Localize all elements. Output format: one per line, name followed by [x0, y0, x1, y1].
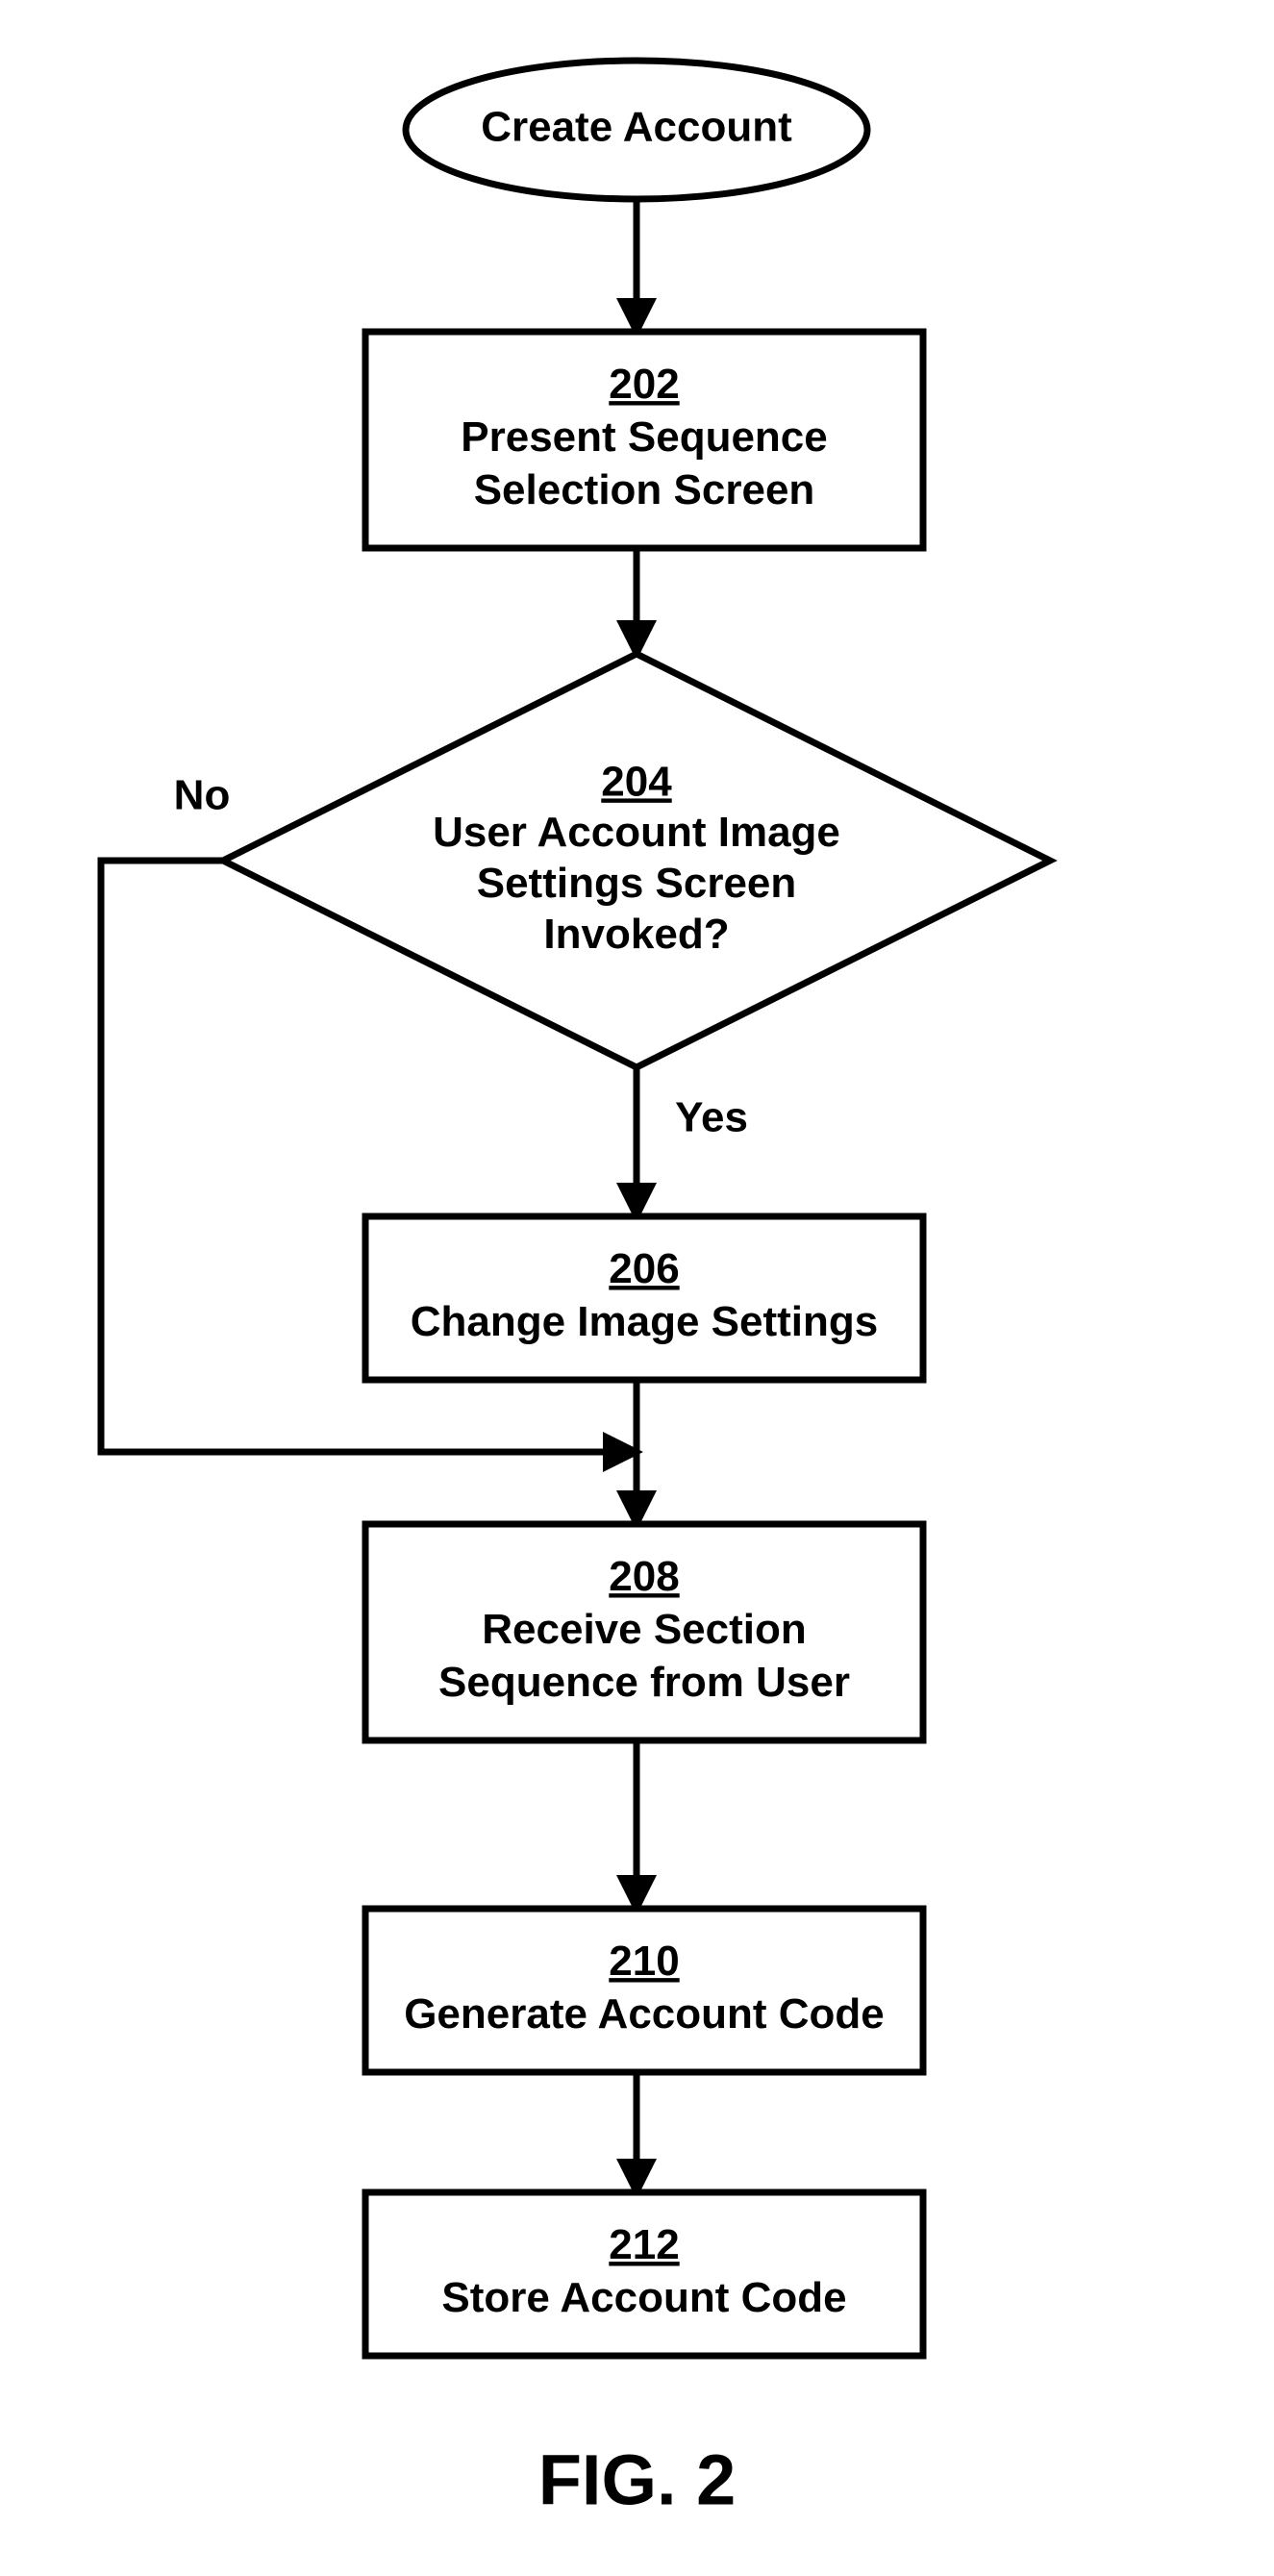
- node-id: 204: [601, 758, 672, 805]
- node-id: 202: [609, 361, 679, 408]
- decision-n204: 204User Account ImageSettings ScreenInvo…: [223, 654, 1050, 1067]
- node-label: Selection Screen: [474, 466, 815, 513]
- node-label: Change Image Settings: [411, 1298, 879, 1345]
- terminator-start: Create Account: [406, 61, 867, 199]
- node-label: Invoked?: [543, 911, 729, 958]
- edge-label: Yes: [675, 1094, 748, 1141]
- node-label: Generate Account Code: [404, 1990, 885, 2038]
- edge-label: No: [174, 772, 231, 819]
- process-n202: 202 Present Sequence Selection Screen: [365, 332, 923, 548]
- process-n212: 212 Store Account Code: [365, 2192, 923, 2356]
- node-label: Create Account: [481, 104, 792, 151]
- figure-title: FIG. 2: [538, 2440, 737, 2520]
- node-label: Sequence from User: [438, 1659, 850, 1706]
- node-id: 206: [609, 1245, 679, 1292]
- node-label: Present Sequence: [461, 413, 828, 461]
- node-label: Store Account Code: [441, 2274, 846, 2321]
- node-id: 210: [609, 1938, 679, 1985]
- node-label: User Account Image: [433, 809, 840, 856]
- node-label: Settings Screen: [477, 860, 797, 907]
- flowchart-figure: Yes No Create Account 202 Present Sequence S…: [0, 0, 1274, 2576]
- node-id: 208: [609, 1553, 679, 1600]
- node-label: Receive Section: [482, 1606, 807, 1653]
- process-n210: 210 Generate Account Code: [365, 1909, 923, 2072]
- node-id: 212: [609, 2221, 679, 2268]
- process-n206: 206 Change Image Settings: [365, 1216, 923, 1380]
- process-n208: 208 Receive Section Sequence from User: [365, 1524, 923, 1740]
